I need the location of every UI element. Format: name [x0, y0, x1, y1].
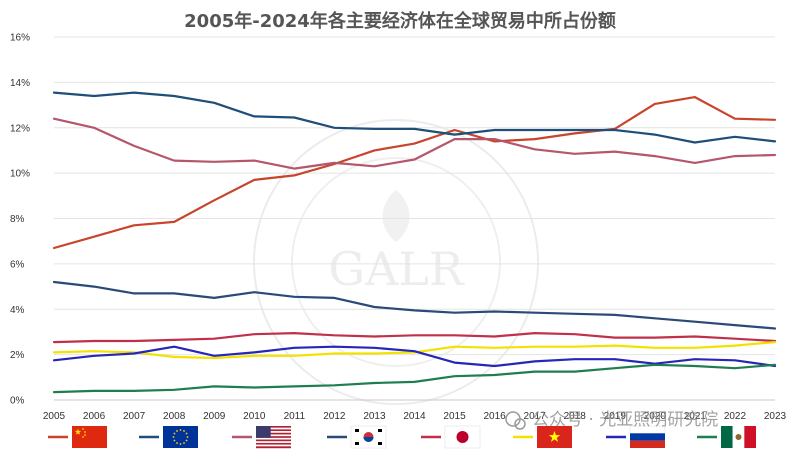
x-tick-label: 2010	[243, 411, 266, 422]
series-line-vietnam	[52, 341, 777, 360]
x-tick-label: 2019	[604, 411, 627, 422]
legend-item-japan	[421, 425, 481, 449]
y-tick-label: 4%	[10, 305, 25, 316]
series-line-eu	[52, 91, 777, 144]
series-line-korea	[52, 280, 777, 330]
x-tick-label: 2014	[403, 411, 426, 422]
legend-item-vietnam	[513, 426, 572, 448]
x-tick-label: 2009	[203, 411, 226, 422]
legend-item-korea	[327, 425, 387, 449]
legend-item-mexico	[697, 426, 756, 448]
watermark-leaf-icon	[382, 190, 410, 242]
y-tick-label: 0%	[10, 396, 25, 407]
x-tick-label: 2005	[43, 411, 66, 422]
x-tick-label: 2017	[524, 411, 547, 422]
legend-item-eu	[139, 426, 198, 448]
watermark-emblem: GALR	[253, 119, 539, 405]
flag-korea-icon	[350, 425, 387, 449]
x-axis: 2005 2006 2007 2008 2009 2010 2011 2012 2013 2014…	[43, 411, 787, 422]
y-tick-label: 14%	[10, 78, 30, 89]
series-line-mexico	[52, 363, 777, 394]
legend	[48, 425, 756, 449]
flag-china-icon	[72, 426, 107, 448]
x-tick-label: 2013	[363, 411, 386, 422]
x-tick-label: 2023	[764, 411, 787, 422]
flag-vietnam-icon	[537, 426, 572, 448]
series-line-japan	[52, 332, 777, 344]
x-tick-label: 2006	[83, 411, 106, 422]
y-tick-label: 16%	[10, 33, 30, 44]
y-tick-label: 6%	[10, 259, 25, 270]
x-tick-label: 2022	[724, 411, 747, 422]
y-axis: 0% 2% 4% 6% 8% 10% 12% 14% 16%	[10, 33, 30, 407]
wechat-icon-inner	[514, 418, 526, 430]
legend-item-russia	[606, 425, 666, 448]
grid-lines	[54, 36, 775, 401]
legend-item-usa	[232, 426, 291, 449]
flag-mexico-icon	[721, 426, 756, 448]
flag-usa-icon	[256, 426, 291, 449]
y-tick-label: 2%	[10, 350, 25, 361]
x-tick-label: 2020	[644, 411, 667, 422]
y-tick-label: 8%	[10, 214, 25, 225]
series-line-usa	[52, 117, 777, 170]
x-tick-label: 2016	[483, 411, 506, 422]
x-tick-label: 2012	[323, 411, 346, 422]
y-tick-label: 12%	[10, 123, 30, 134]
x-tick-label: 2018	[564, 411, 587, 422]
series-layer	[52, 91, 777, 394]
chart-title: 2005年-2024年各主要经济体在全球贸易中所占份额	[184, 10, 616, 32]
x-tick-label: 2008	[163, 411, 186, 422]
x-tick-label: 2021	[684, 411, 707, 422]
watermark-outer-ring	[253, 119, 539, 405]
flag-japan-icon	[444, 425, 481, 449]
series-line-china	[52, 95, 777, 250]
y-tick-label: 10%	[10, 169, 30, 180]
watermark-inner-ring	[291, 157, 501, 367]
legend-item-china	[48, 426, 107, 448]
x-tick-label: 2011	[284, 411, 306, 422]
flag-russia-icon	[629, 425, 666, 448]
watermark-emblem-text: GALR	[328, 242, 465, 296]
watermark-caption: 公众号 · 光亚照明研究院	[532, 410, 718, 430]
x-tick-label: 2015	[443, 411, 466, 422]
watermark-caption-group: 公众号 · 光亚照明研究院	[505, 410, 718, 430]
x-tick-label: 2007	[123, 411, 146, 422]
flag-eu-icon	[163, 426, 198, 448]
